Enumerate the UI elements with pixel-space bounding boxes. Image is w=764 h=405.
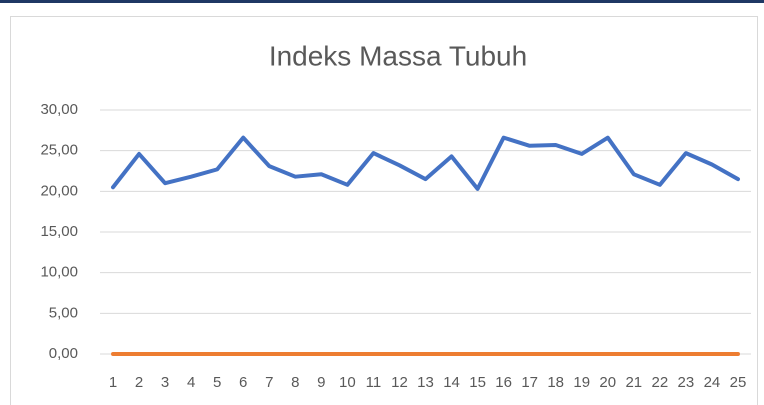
y-tick-label: 10,00 [40, 264, 78, 281]
y-tick-label: 5,00 [49, 304, 78, 321]
x-tick-label: 4 [187, 374, 195, 391]
x-tick-label: 21 [625, 374, 642, 391]
top-bar [0, 0, 764, 3]
x-tick-label: 5 [213, 374, 221, 391]
x-tick-label: 8 [291, 374, 299, 391]
y-tick-label: 20,00 [40, 182, 78, 199]
x-tick-label: 11 [366, 374, 382, 391]
x-tick-label: 10 [339, 374, 356, 391]
x-tick-label: 22 [652, 374, 669, 391]
x-tick-label: 1 [109, 374, 117, 391]
chart-frame [10, 16, 758, 405]
y-tick-label: 0,00 [49, 345, 78, 362]
y-tick-label: 30,00 [40, 101, 78, 118]
y-tick-label: 15,00 [40, 223, 78, 240]
x-tick-label: 3 [161, 374, 169, 391]
x-tick-label: 9 [317, 374, 325, 391]
x-tick-label: 2 [135, 374, 143, 391]
chart-title: Indeks Massa Tubuh [269, 40, 527, 71]
x-tick-label: 15 [469, 374, 486, 391]
series-line [111, 135, 740, 191]
x-tick-label: 20 [599, 374, 616, 391]
x-tick-label: 23 [678, 374, 695, 391]
x-tick-label: 19 [573, 374, 590, 391]
x-tick-label: 24 [704, 374, 721, 391]
x-tick-label: 25 [730, 374, 747, 391]
x-tick-label: 6 [239, 374, 247, 391]
x-tick-label: 14 [443, 374, 460, 391]
x-tick-label: 16 [495, 374, 512, 391]
x-tick-label: 7 [265, 374, 273, 391]
y-tick-label: 25,00 [40, 142, 78, 159]
x-tick-label: 17 [521, 374, 538, 391]
x-tick-label: 13 [417, 374, 434, 391]
x-tick-label: 12 [391, 374, 408, 391]
x-tick-label: 18 [547, 374, 564, 391]
